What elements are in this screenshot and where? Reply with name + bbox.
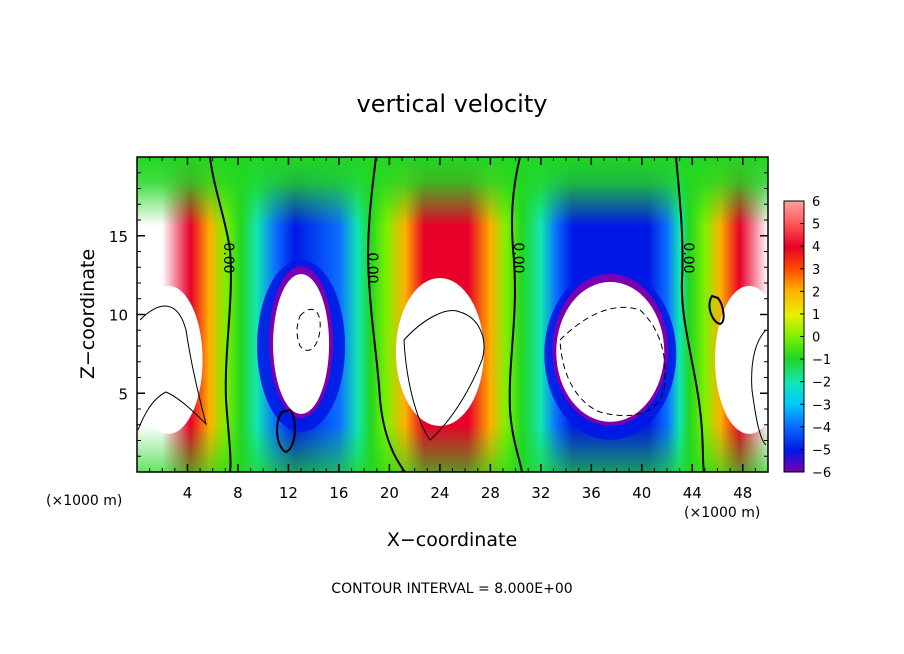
downdraft-core	[273, 274, 330, 414]
zero-label-3: 0.00	[510, 242, 526, 273]
x-tick-label: 16	[329, 484, 348, 502]
colorbar-tick-label: 2	[812, 285, 820, 300]
colorbar-tick-label: −2	[812, 376, 831, 391]
downdraft-core	[556, 281, 665, 422]
cell-cores	[137, 260, 768, 440]
updraft-core	[395, 278, 484, 426]
x-tick-label: 12	[279, 484, 298, 502]
zero-contour-3	[508, 157, 523, 472]
updraft-contour-1	[137, 305, 207, 431]
y-tick-label: 10	[109, 307, 128, 325]
colorbar-tick-label: 5	[812, 218, 820, 233]
x-tick-label: 8	[233, 484, 243, 502]
colorbar-tick-label: −5	[812, 443, 831, 458]
x-unit-label: (×1000 m)	[684, 505, 760, 521]
y-axis-label: Z−coordinate	[77, 249, 99, 379]
colorbar-tick-label: −4	[812, 421, 831, 436]
zero-contour-labels: 0.00 0.00 0.00 0.00	[220, 242, 696, 283]
x-tick-label: 24	[430, 484, 449, 502]
x-tick-label: 32	[531, 484, 550, 502]
loop-contour	[708, 294, 725, 326]
y-tick-label: 5	[118, 385, 128, 403]
colorbar-tick-label: −6	[812, 466, 831, 481]
updraft-core	[137, 285, 203, 434]
colorbar-ticks: 6 5 4 3 2 1 0 −1 −2 −3 −4 −5 −6	[800, 195, 831, 481]
colorbar-tick-label: 0	[812, 331, 820, 346]
colorbar-tick-label: −1	[812, 353, 831, 368]
zero-label-1: 0.00	[220, 242, 236, 273]
x-axis-label: X−coordinate	[387, 529, 517, 551]
contour-interval-note: CONTOUR INTERVAL = 8.000E+00	[331, 581, 572, 597]
x-tick-label: 40	[632, 484, 651, 502]
updraft-contour-2	[403, 310, 485, 441]
x-tick-label: 28	[481, 484, 500, 502]
updraft-contour-3	[751, 329, 767, 446]
downdraft-contour-2	[559, 306, 666, 417]
z-unit-label: (×1000 m)	[46, 493, 122, 509]
x-tick-label: 4	[183, 484, 193, 502]
zero-contour-1	[209, 157, 232, 472]
zero-contour-4	[675, 157, 705, 472]
colorbar-tick-label: 4	[812, 240, 820, 255]
colorbar-tick-label: −3	[812, 398, 831, 413]
zero-contour-2	[366, 157, 406, 472]
small-contour	[276, 408, 296, 454]
contour-lines	[137, 157, 767, 472]
zero-label-4: 0.00	[680, 242, 696, 273]
y-tick-label: 15	[109, 228, 128, 246]
colorbar-tick-label: 1	[812, 308, 820, 323]
x-tick-label: 44	[683, 484, 702, 502]
colorbar-tick-label: 6	[812, 195, 820, 210]
updraft-core	[715, 285, 768, 434]
x-tick-label: 20	[380, 484, 399, 502]
colorbar-tick-label: 3	[812, 263, 820, 278]
colorbar: 6 5 4 3 2 1 0 −1 −2 −3 −4 −5 −6	[783, 195, 831, 481]
x-tick-label: 48	[733, 484, 752, 502]
zero-label-2: 0.00	[364, 252, 380, 283]
plot-area: 0.00 0.00 0.00 0.00	[137, 157, 768, 472]
chart-title: vertical velocity	[357, 90, 548, 118]
x-tick-label: 36	[582, 484, 601, 502]
